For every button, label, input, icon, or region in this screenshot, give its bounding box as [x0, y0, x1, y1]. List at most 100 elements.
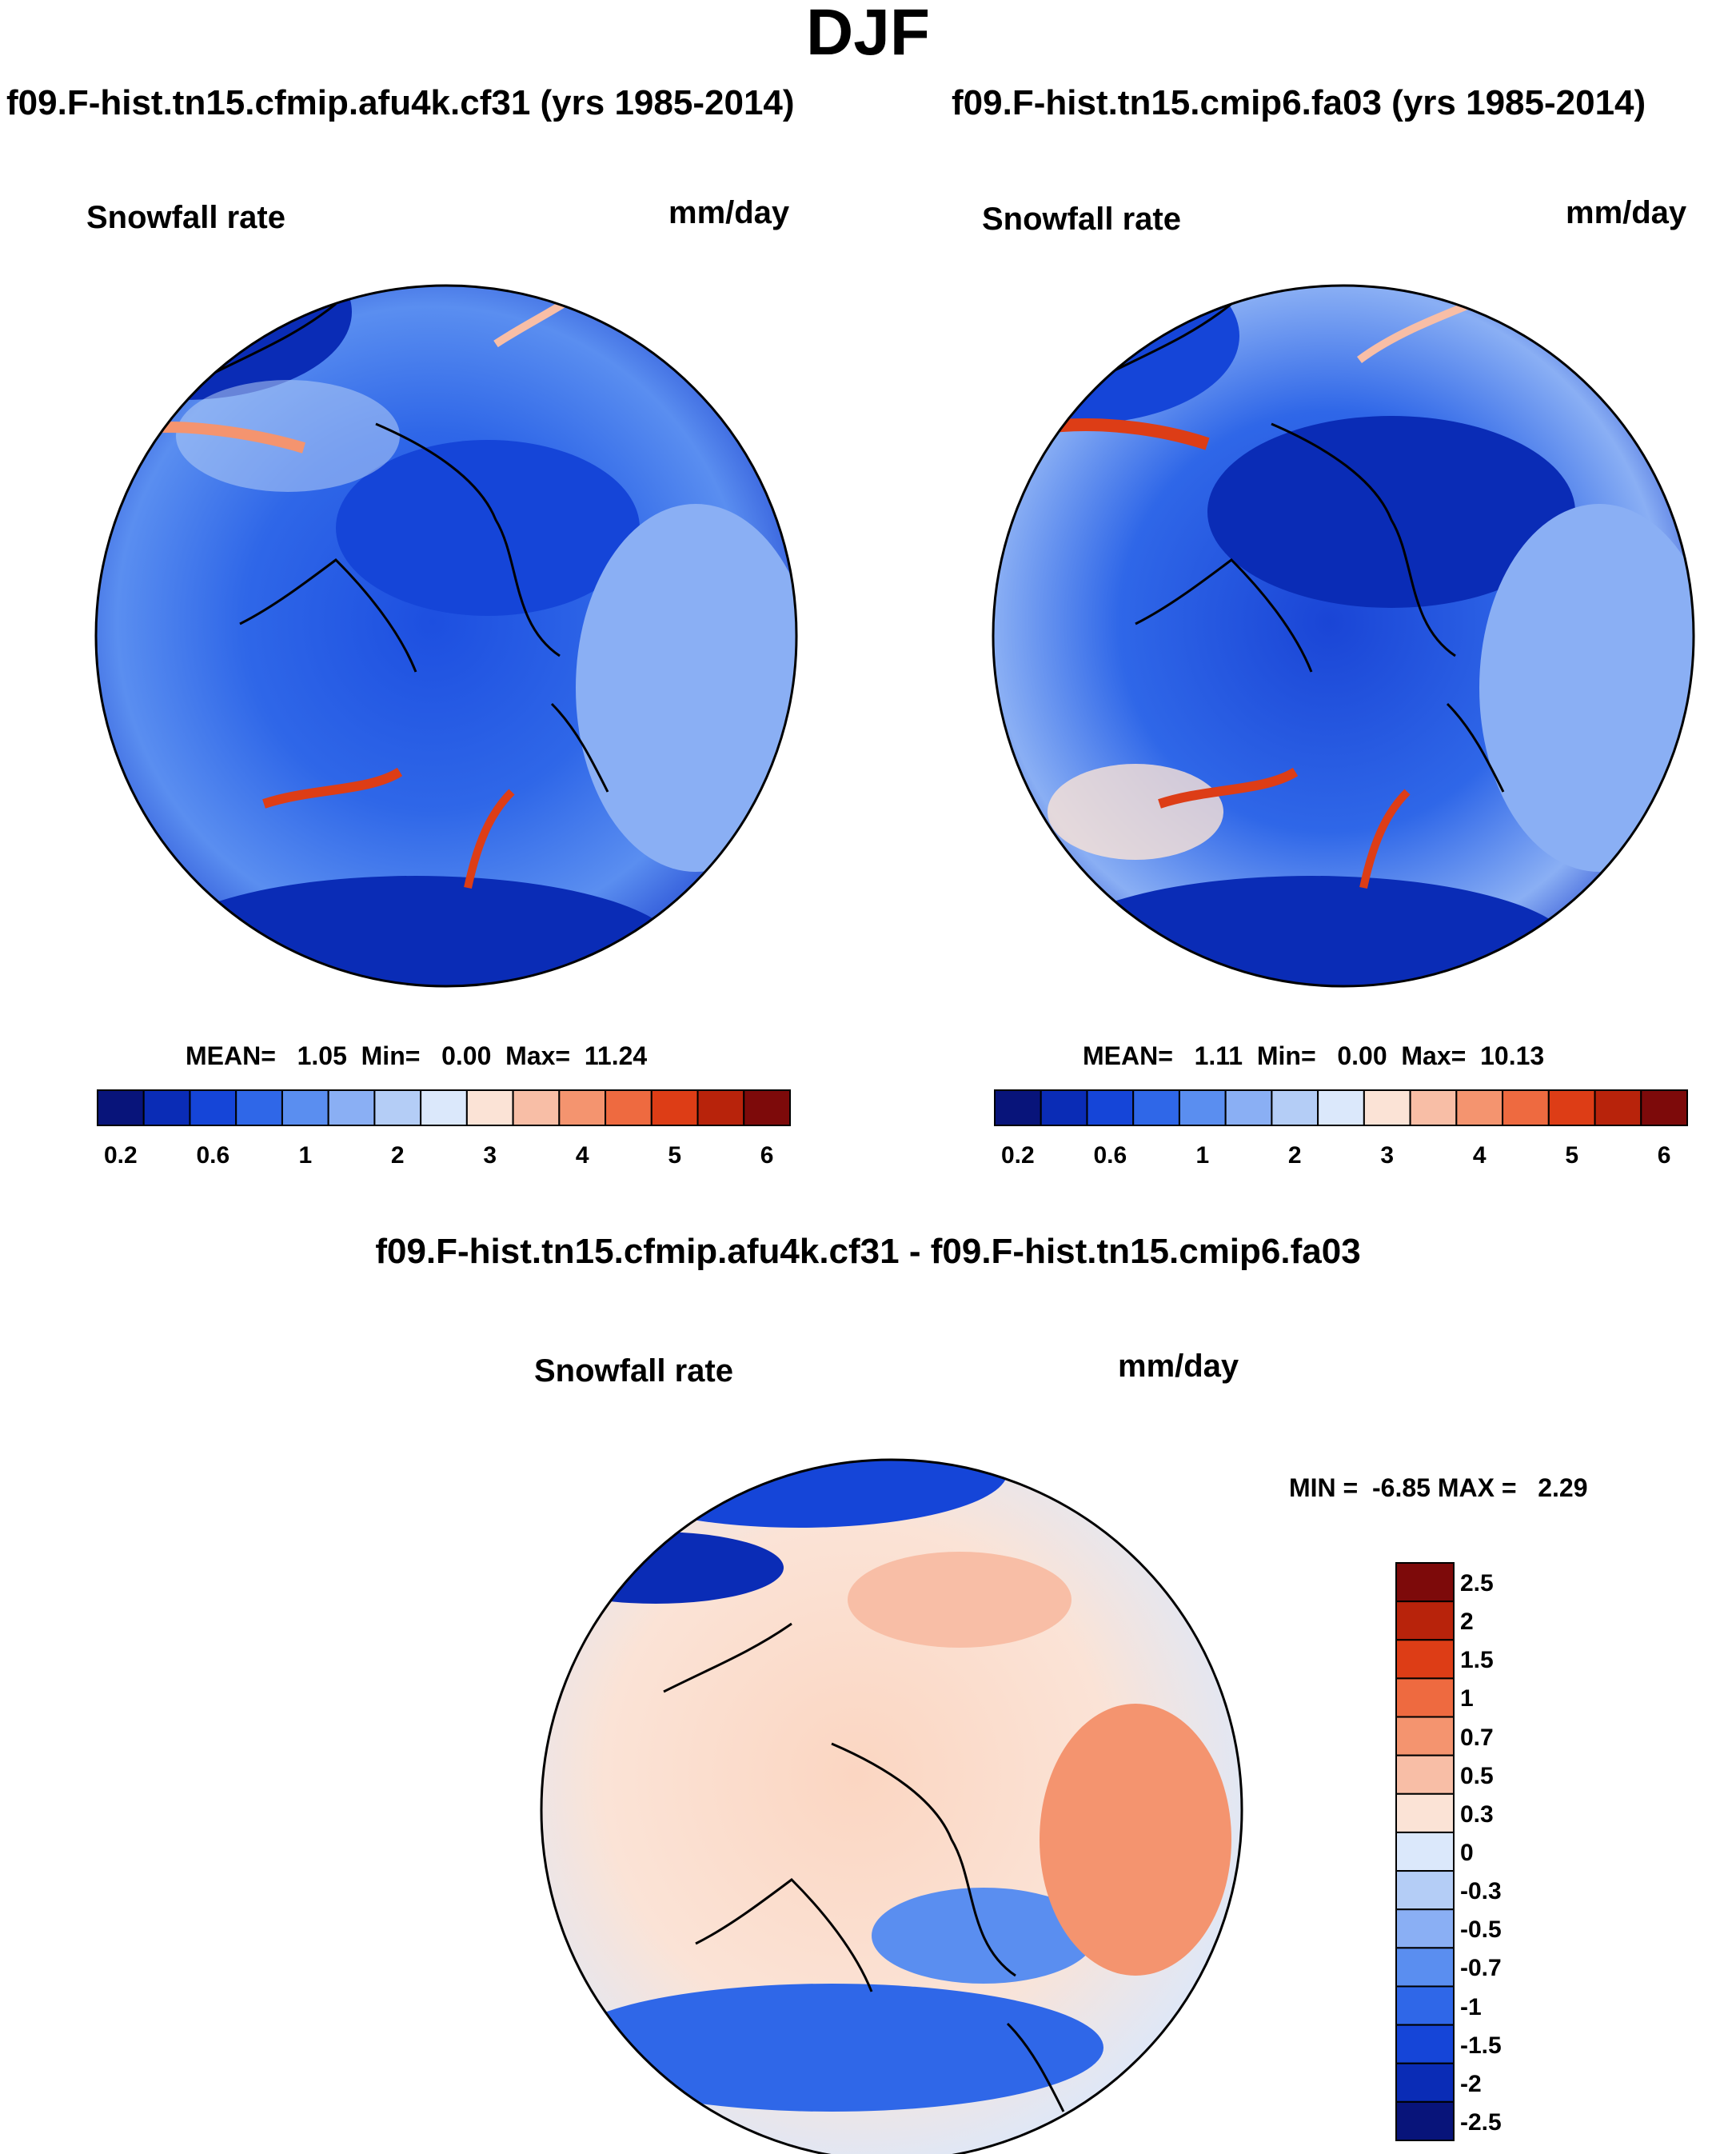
- colorbar-swatch: [281, 1089, 329, 1126]
- map-diff-field: [541, 1460, 1242, 2154]
- colorbar-tick-label: 1: [1460, 1685, 1474, 1712]
- colorbar-swatch: [1395, 1870, 1455, 1911]
- panel-left-units: mm/day: [668, 195, 790, 230]
- map-left-atlantic-low: [152, 876, 680, 986]
- colorbar-swatch: [1395, 2100, 1455, 2142]
- diff-panel-title: f09.F-hist.tn15.cfmip.afu4k.cf31 - f09.F…: [375, 1232, 1361, 1271]
- colorbar-swatch: [1086, 1089, 1135, 1126]
- diff-panel-variable: Snowfall rate: [534, 1353, 733, 1389]
- colorbar-tick-label: 6: [1657, 1142, 1671, 1169]
- colorbar-tick-label: 0.3: [1460, 1800, 1494, 1828]
- panel-left-variable: Snowfall rate: [86, 200, 285, 235]
- map-left-coastlines: [207, 302, 609, 793]
- panel-right-title: f09.F-hist.tn15.cmip6.fa03 (yrs 1985-201…: [952, 83, 1646, 122]
- colorbar-tick-label: 1: [298, 1142, 313, 1169]
- colorbar-tick-label: 0.2: [1001, 1142, 1035, 1169]
- map-left-pacific-low: [96, 286, 352, 400]
- colorbar-swatch: [1271, 1089, 1319, 1126]
- colorbar-swatch: [1224, 1089, 1273, 1126]
- panel-left-stats: MEAN= 1.05 Min= 0.00 Max= 11.24: [186, 1041, 648, 1070]
- colorbar-tick-label: 5: [668, 1142, 681, 1169]
- colorbar-right: [994, 1089, 1688, 1126]
- map-diff-atlantic-low: [560, 1984, 1103, 2112]
- colorbar-swatch: [994, 1089, 1042, 1126]
- map-left-border: [94, 284, 798, 988]
- colorbar-swatch: [1395, 1716, 1455, 1756]
- colorbar-swatch: [1040, 1089, 1088, 1126]
- colorbar-swatch: [1395, 1908, 1455, 1949]
- colorbar-swatch: [1178, 1089, 1227, 1126]
- colorbar-swatch: [1132, 1089, 1180, 1126]
- colorbar-swatch: [373, 1089, 422, 1126]
- colorbar-tick-label: 4: [575, 1142, 589, 1169]
- map-right-border: [992, 284, 1695, 988]
- colorbar-tick-label: 0.6: [196, 1142, 230, 1169]
- map-right-kamchatka-band: [1357, 300, 1473, 364]
- colorbar-tick-label: 0: [1460, 1840, 1474, 1866]
- colorbar-swatch: [1395, 1947, 1455, 1988]
- map-diff-kamchatka-pos: [848, 1552, 1072, 1648]
- map-left-arctic-ocean: [336, 440, 640, 616]
- map-diff-coastlines: [663, 1622, 1065, 2112]
- panel-left-title: f09.F-hist.tn15.cfmip.afu4k.cf31 (yrs 19…: [6, 83, 795, 122]
- map-right-pacific-low: [993, 286, 1239, 424]
- colorbar-tick-label: -1: [1460, 1993, 1482, 2020]
- colorbar-tick-label: 1.5: [1460, 1647, 1494, 1674]
- map-right-coastlines: [1103, 302, 1505, 793]
- colorbar-tick-label: 2: [1460, 1609, 1474, 1636]
- colorbar-swatch: [189, 1089, 237, 1126]
- colorbar-swatch: [558, 1089, 607, 1126]
- colorbar-left: [97, 1089, 791, 1126]
- colorbar-swatch: [1640, 1089, 1688, 1126]
- colorbar-swatch: [1594, 1089, 1642, 1126]
- panel-right-stats: MEAN= 1.11 Min= 0.00 Max= 10.13: [1083, 1041, 1545, 1070]
- map-right: [993, 286, 1694, 986]
- colorbar-swatch: [1395, 1831, 1455, 1872]
- map-diff-pacific-strong: [541, 1532, 784, 1604]
- colorbar-tick-label: 3: [483, 1142, 497, 1169]
- colorbar-swatch: [1547, 1089, 1596, 1126]
- colorbar-swatch: [1317, 1089, 1365, 1126]
- colorbar-tick-label: -0.5: [1460, 1916, 1502, 1944]
- colorbar-tick-label: 0.5: [1460, 1762, 1494, 1789]
- diff-stats: MIN = -6.85 MAX = 2.29: [1289, 1473, 1588, 1502]
- colorbar-swatch: [1395, 1754, 1455, 1795]
- colorbar-swatch: [1395, 1792, 1455, 1833]
- colorbar-tick-label: 1: [1195, 1142, 1210, 1169]
- colorbar-tick-label: -2: [1460, 2070, 1482, 2097]
- colorbar-swatch: [327, 1089, 376, 1126]
- colorbar-swatch: [1395, 1677, 1455, 1718]
- colorbar-swatch: [97, 1089, 145, 1126]
- map-right-greenland-band: [1158, 767, 1299, 809]
- map-left-norway-band: [464, 789, 515, 889]
- colorbar-swatch: [1395, 2024, 1455, 2064]
- colorbar-tick-label: 4: [1472, 1142, 1487, 1169]
- colorbar-tick-label: 5: [1565, 1142, 1578, 1169]
- colorbar-swatch: [142, 1089, 191, 1126]
- panel-right-units: mm/day: [1566, 195, 1687, 230]
- colorbar-tick-label: 0.2: [104, 1142, 138, 1169]
- map-right-norway-band: [1359, 789, 1411, 889]
- colorbar-swatch: [1395, 1639, 1455, 1680]
- map-right-atlantic-low: [1048, 876, 1575, 986]
- map-diff: [541, 1460, 1242, 2154]
- map-left-siberia: [576, 504, 796, 872]
- colorbar-tick-label: -0.7: [1460, 1955, 1502, 1982]
- colorbar-tick-label: 0.6: [1093, 1142, 1127, 1169]
- colorbar-tick-label: -2.5: [1460, 2108, 1502, 2136]
- colorbar-swatch: [420, 1089, 468, 1126]
- colorbar-swatch: [465, 1089, 514, 1126]
- map-left-greenland-band: [262, 767, 403, 809]
- colorbar-swatch: [512, 1089, 561, 1126]
- colorbar-tick-label: -1.5: [1460, 2032, 1502, 2059]
- figure-title: DJF: [806, 0, 930, 69]
- colorbar-tick-label: 0.7: [1460, 1724, 1494, 1751]
- colorbar-swatch: [1395, 2062, 1455, 2103]
- colorbar-swatch: [1395, 1601, 1455, 1641]
- colorbar-swatch: [1363, 1089, 1411, 1126]
- colorbar-swatch: [650, 1089, 699, 1126]
- colorbar-diff: [1395, 1562, 1455, 2142]
- colorbar-swatch: [1409, 1089, 1458, 1126]
- colorbar-swatch: [1502, 1089, 1550, 1126]
